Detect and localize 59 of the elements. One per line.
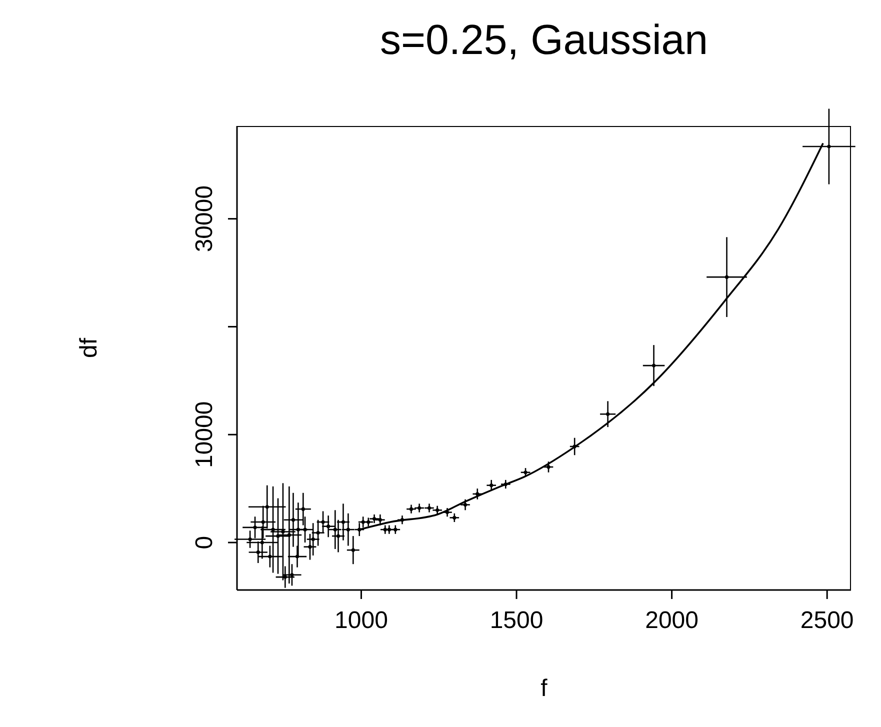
point [260, 540, 264, 544]
point [504, 482, 508, 486]
point [427, 506, 432, 510]
y-axis-title: df [76, 338, 103, 358]
point [256, 550, 260, 554]
x-tick-label: 2500 [800, 607, 854, 634]
point [724, 275, 729, 279]
point [606, 412, 610, 416]
y-tick-label: 10000 [191, 401, 218, 468]
point [378, 518, 382, 522]
point [452, 516, 456, 520]
point [308, 545, 312, 549]
point [341, 520, 346, 524]
point [281, 530, 285, 534]
point [351, 548, 355, 552]
y-tick-label: 30000 [191, 185, 218, 252]
point [490, 484, 494, 488]
point [333, 528, 337, 532]
point [276, 534, 280, 538]
point [572, 444, 576, 448]
point [436, 508, 440, 512]
x-tick-label: 2000 [645, 607, 698, 634]
point [295, 554, 300, 558]
point [287, 533, 291, 537]
point [311, 537, 315, 542]
point [372, 516, 376, 521]
point [346, 528, 350, 532]
point [248, 537, 252, 542]
point [283, 575, 287, 579]
y-tick-label: 0 [191, 536, 218, 550]
point [253, 526, 257, 530]
point [265, 505, 269, 509]
point [316, 531, 320, 535]
point [336, 534, 340, 538]
point [291, 518, 296, 522]
point [301, 507, 305, 511]
point [546, 465, 550, 469]
point [418, 506, 422, 510]
point [394, 528, 398, 532]
point [358, 528, 362, 532]
point [271, 528, 275, 532]
point [326, 524, 330, 528]
chart-title: s=0.25, Gaussian [378, 16, 710, 64]
x-tick-label: 1000 [334, 607, 388, 634]
point [400, 518, 404, 522]
point [463, 502, 468, 507]
point [445, 510, 450, 514]
point [409, 507, 414, 511]
point [321, 520, 325, 524]
x-axis-title: f [540, 675, 548, 702]
x-tick-label: 1500 [490, 607, 544, 634]
point [476, 492, 480, 496]
point [290, 573, 294, 577]
point [261, 520, 265, 524]
point [303, 528, 307, 532]
point [827, 144, 831, 148]
point [524, 470, 528, 474]
point [652, 364, 656, 368]
point [268, 554, 272, 558]
